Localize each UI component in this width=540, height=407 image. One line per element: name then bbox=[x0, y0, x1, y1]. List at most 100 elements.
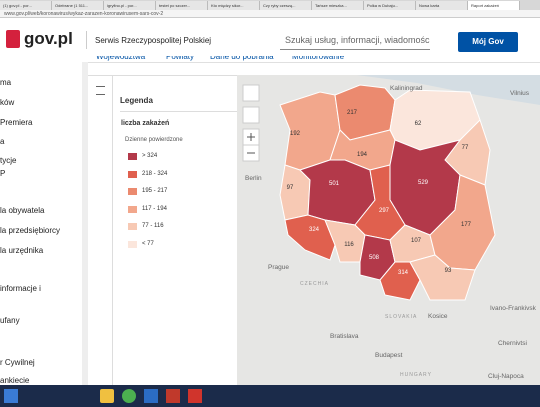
place-label: Bratislava bbox=[330, 333, 359, 340]
voivodeship[interactable] bbox=[284, 214, 336, 261]
place-label: SLOVAKIA bbox=[385, 314, 417, 320]
region-value: 116 bbox=[344, 242, 354, 248]
browser-tab[interactable]: Czy ryby czeszą... bbox=[260, 1, 312, 10]
sidebar-item[interactable]: ankiecie bbox=[0, 376, 30, 385]
sidebar-item[interactable]: la obywatela bbox=[0, 206, 45, 215]
app-icon[interactable] bbox=[100, 389, 114, 403]
legend-item: 195 - 217 bbox=[142, 188, 168, 194]
place-label: Budapest bbox=[375, 352, 403, 359]
sea bbox=[357, 75, 540, 105]
legend-swatch bbox=[128, 170, 137, 178]
zoom-icons bbox=[247, 133, 255, 154]
place-label: Cluj-Napoca bbox=[488, 373, 524, 380]
sidebar-item[interactable]: P bbox=[0, 169, 6, 178]
place-label: Kosice bbox=[428, 313, 448, 320]
region-value: 107 bbox=[411, 238, 422, 244]
sidebar-item[interactable]: la przedsiębiorcy bbox=[0, 226, 61, 235]
legend-subheading: Dzienne powierdzone bbox=[125, 137, 183, 143]
legend-item: > 324 bbox=[142, 153, 158, 159]
region-value: 501 bbox=[329, 181, 340, 187]
service-name: Serwis Rzeczypospolitej Polskiej bbox=[95, 36, 212, 45]
region-value: 297 bbox=[379, 208, 390, 214]
header: gov.pl Serwis Rzeczypospolitej Polskiej … bbox=[0, 18, 540, 63]
page-tab[interactable]: Monitorowanie bbox=[292, 56, 345, 61]
app-icon[interactable] bbox=[122, 389, 136, 403]
legend-swatch bbox=[128, 153, 137, 160]
list-icon[interactable] bbox=[96, 86, 105, 95]
region-value: 324 bbox=[309, 227, 320, 233]
legend-title: Legenda bbox=[120, 96, 153, 105]
page-tab[interactable]: Województwa bbox=[96, 56, 146, 61]
region-value: 508 bbox=[369, 255, 380, 261]
browser-tab[interactable]: Nowa karta bbox=[416, 1, 468, 10]
region-value: 97 bbox=[287, 185, 294, 191]
sidebar-item[interactable]: informacje i bbox=[0, 284, 41, 293]
region-value: 529 bbox=[418, 180, 429, 186]
legend-panel: Legenda liczba zakażeń Dzienne powierdzo… bbox=[88, 75, 237, 386]
address-bar[interactable]: www.gov.pl/web/koronawirus/wykaz-zarazen… bbox=[0, 10, 540, 18]
sidebar-item[interactable]: r Cywilnej bbox=[0, 358, 35, 367]
place-label: Berlin bbox=[245, 175, 262, 182]
region-value: 192 bbox=[290, 131, 301, 137]
map-tool[interactable] bbox=[242, 106, 260, 124]
rule bbox=[120, 111, 237, 112]
browser-tab[interactable]: igryfino.pl - por... bbox=[104, 1, 156, 10]
sidebar-item[interactable]: Premiera bbox=[0, 118, 33, 127]
sidebar-item[interactable]: ków bbox=[0, 98, 15, 107]
place-label: Ivano-Frankivsk bbox=[490, 305, 537, 312]
region-value: 314 bbox=[398, 270, 409, 276]
browser-tab[interactable]: testet po szczer... bbox=[156, 1, 208, 10]
legend-item: 77 - 116 bbox=[142, 223, 164, 229]
app-icon[interactable] bbox=[188, 389, 202, 403]
legend-item: 117 - 194 bbox=[142, 205, 167, 212]
sidebar-item[interactable]: ma bbox=[0, 78, 12, 87]
app-icon[interactable] bbox=[144, 389, 158, 403]
browser-tab[interactable]: Odebrane (1 511... bbox=[52, 1, 104, 10]
logo[interactable]: gov.pl bbox=[24, 29, 73, 48]
legend-swatch bbox=[128, 240, 137, 248]
place-label: CZECHIA bbox=[300, 281, 329, 287]
legend-swatch bbox=[128, 188, 137, 195]
account-button[interactable]: Mój Gov bbox=[458, 32, 518, 52]
legend-heading: liczba zakażeń bbox=[121, 120, 170, 127]
app-icon[interactable] bbox=[166, 389, 180, 403]
region-value: 77 bbox=[462, 145, 469, 151]
page-tabs: Województwa Powiaty Dane do pobrania Monito… bbox=[82, 56, 540, 66]
taskbar bbox=[0, 385, 540, 407]
legend-item: < 77 bbox=[142, 240, 154, 247]
sidebar-item[interactable]: la urzędnika bbox=[0, 246, 44, 255]
browser-tab[interactable]: Polka w Dubaju... bbox=[364, 1, 416, 10]
button-label: Mój Gov bbox=[472, 37, 504, 46]
sidebar-item[interactable]: ufany bbox=[0, 316, 20, 325]
sidebar-item[interactable]: a bbox=[0, 137, 5, 146]
legend-item: 218 - 324 bbox=[142, 170, 168, 177]
browser-tab[interactable]: Tańsze mieszka... bbox=[312, 1, 364, 10]
page-tab[interactable]: Powiaty bbox=[166, 56, 195, 61]
voivodeship[interactable] bbox=[409, 254, 476, 301]
place-label: HUNGARY bbox=[400, 372, 432, 378]
map-tool[interactable] bbox=[242, 84, 260, 102]
start-button[interactable] bbox=[4, 389, 18, 403]
region-value: 177 bbox=[461, 222, 472, 228]
divider bbox=[86, 31, 87, 49]
browser-tab[interactable]: (1) gov.pl - por... bbox=[0, 1, 52, 10]
emblem bbox=[6, 30, 20, 48]
place-label: Prague bbox=[268, 264, 289, 271]
region-value: 194 bbox=[357, 152, 368, 158]
search-box[interactable]: Szukaj usług, informacji, wiadomości bbox=[280, 30, 430, 50]
map: 192 217 62 77 194 97 501 529 297 324 116 508 107 177 3… bbox=[237, 75, 540, 385]
browser-tab[interactable]: Kto między sikor... bbox=[208, 1, 260, 10]
place-label: Vilnius bbox=[510, 90, 530, 97]
page-tab[interactable]: Dane do pobrania bbox=[210, 56, 274, 61]
legend-swatch bbox=[128, 223, 137, 230]
region-value: 217 bbox=[347, 110, 358, 116]
icon-column bbox=[88, 76, 113, 386]
tab-bar: (1) gov.pl - por... Odebrane (1 511... igr… bbox=[0, 0, 540, 10]
browser-tab[interactable]: Raport zakażeń bbox=[468, 1, 520, 10]
legend-swatch bbox=[128, 205, 137, 213]
sidebar-item[interactable]: tycje bbox=[0, 156, 17, 165]
region-value: 62 bbox=[415, 121, 422, 127]
separator bbox=[82, 62, 88, 385]
